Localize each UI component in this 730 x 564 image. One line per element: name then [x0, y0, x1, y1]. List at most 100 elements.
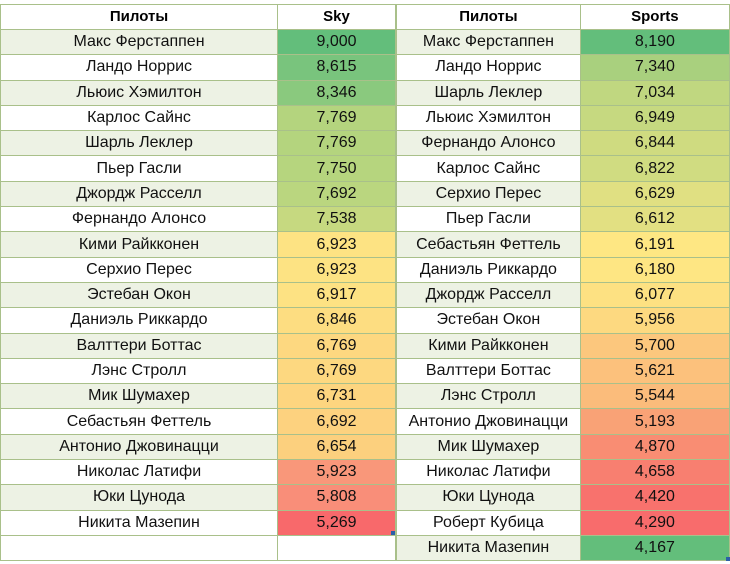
driver-name-cell[interactable]: Макс Ферстаппен — [396, 28, 581, 56]
driver-name-cell[interactable]: Себастьян Феттель — [0, 408, 278, 435]
driver-name-cell[interactable]: Кими Райкконен — [0, 231, 278, 258]
rating-value-cell[interactable]: 5,923 — [277, 459, 396, 486]
driver-name-cell[interactable]: Лэнс Стролл — [396, 383, 581, 410]
driver-name-cell[interactable]: Кими Райкконен — [396, 332, 581, 359]
empty-cell[interactable] — [0, 534, 278, 562]
table-row: Карлос Сайнс 6,822 — [396, 155, 730, 182]
rating-value-cell[interactable]: 6,692 — [277, 408, 396, 435]
driver-name-cell[interactable]: Роберт Кубица — [396, 509, 581, 536]
driver-name-cell[interactable]: Джордж Расселл — [396, 281, 581, 309]
driver-name-cell[interactable]: Ландо Норрис — [396, 54, 581, 81]
rating-value-cell[interactable]: 8,346 — [277, 79, 396, 106]
rating-value-cell[interactable]: 7,538 — [277, 206, 396, 233]
table-row: Юки Цунода 4,420 — [396, 484, 730, 511]
driver-name-cell[interactable]: Николас Латифи — [0, 459, 278, 486]
driver-name-cell[interactable]: Никита Мазепин — [396, 534, 581, 562]
rating-value-cell[interactable]: 4,167 — [579, 534, 730, 562]
table-row: Юки Цунода 5,808 — [0, 484, 396, 511]
cell-resize-handle[interactable] — [391, 531, 395, 535]
driver-name-cell[interactable]: Эстебан Окон — [396, 307, 581, 334]
rating-value-cell[interactable]: 6,180 — [579, 256, 730, 283]
table-row: Джордж Расселл 6,077 — [396, 281, 730, 309]
cell-resize-handle[interactable] — [726, 557, 730, 561]
rating-value-cell[interactable]: 6,949 — [579, 104, 730, 132]
driver-name-cell[interactable]: Макс Ферстаппен — [0, 28, 278, 56]
rating-value-cell[interactable]: 6,654 — [277, 433, 396, 461]
driver-name-cell[interactable]: Шарль Леклер — [0, 130, 278, 157]
rating-value-cell[interactable]: 5,808 — [277, 484, 396, 511]
rating-value-cell[interactable]: 6,923 — [277, 231, 396, 258]
driver-name-cell[interactable]: Николас Латифи — [396, 459, 581, 486]
rating-value-cell[interactable]: 6,822 — [579, 155, 730, 182]
table-row: Ландо Норрис 7,340 — [396, 54, 730, 81]
table-row: Валттери Боттас 6,769 — [0, 332, 396, 359]
driver-name-cell[interactable]: Фернандо Алонсо — [396, 130, 581, 157]
rating-value-cell[interactable]: 5,956 — [579, 307, 730, 334]
rating-value-cell[interactable]: 7,340 — [579, 54, 730, 81]
rating-value-cell[interactable]: 6,191 — [579, 231, 730, 258]
driver-name-cell[interactable]: Антонио Джовинацци — [0, 433, 278, 461]
rating-value-cell[interactable]: 4,870 — [579, 433, 730, 461]
rating-value-cell[interactable]: 5,544 — [579, 383, 730, 410]
driver-name-cell[interactable]: Антонио Джовинацци — [396, 408, 581, 435]
table-row: Льюис Хэмилтон 6,949 — [396, 104, 730, 132]
rating-value-cell[interactable]: 9,000 — [277, 28, 396, 56]
rating-value-cell[interactable]: 6,917 — [277, 281, 396, 309]
rating-value-cell[interactable]: 7,769 — [277, 130, 396, 157]
driver-name-cell[interactable]: Льюис Хэмилтон — [396, 104, 581, 132]
driver-name-cell[interactable]: Валттери Боттас — [396, 357, 581, 385]
driver-name-cell[interactable]: Джордж Расселл — [0, 180, 278, 208]
driver-name-cell[interactable]: Никита Мазепин — [0, 509, 278, 536]
rating-value-cell[interactable]: 6,844 — [579, 130, 730, 157]
rating-value-cell[interactable]: 8,615 — [277, 54, 396, 81]
column-header-sports[interactable]: Sports — [579, 4, 730, 30]
rating-value-cell[interactable]: 7,692 — [277, 180, 396, 208]
rating-value-cell[interactable]: 6,769 — [277, 332, 396, 359]
rating-value-cell[interactable]: 6,731 — [277, 383, 396, 410]
table-row: Никита Мазепин 4,167 — [396, 534, 730, 562]
rating-value-cell[interactable]: 6,769 — [277, 357, 396, 385]
rating-value-cell[interactable]: 4,420 — [579, 484, 730, 511]
driver-name-cell[interactable]: Валттери Боттас — [0, 332, 278, 359]
driver-name-cell[interactable]: Льюис Хэмилтон — [0, 79, 278, 106]
rating-value-cell[interactable]: 5,621 — [579, 357, 730, 385]
column-header-sky[interactable]: Sky — [277, 4, 396, 30]
driver-name-cell[interactable]: Мик Шумахер — [396, 433, 581, 461]
rating-value-cell[interactable]: 8,190 — [579, 28, 730, 56]
driver-name-cell[interactable]: Карлос Сайнс — [0, 104, 278, 132]
rating-value-cell[interactable]: 5,193 — [579, 408, 730, 435]
driver-name-cell[interactable]: Ландо Норрис — [0, 54, 278, 81]
rating-value-cell[interactable]: 7,750 — [277, 155, 396, 182]
column-header-drivers[interactable]: Пилоты — [0, 4, 278, 30]
driver-name-cell[interactable]: Фернандо Алонсо — [0, 206, 278, 233]
driver-name-cell[interactable]: Даниэль Риккардо — [396, 256, 581, 283]
driver-name-cell[interactable]: Серхио Перес — [396, 180, 581, 208]
rating-value-cell[interactable]: 6,846 — [277, 307, 396, 334]
rating-value-cell[interactable]: 5,269 — [277, 509, 396, 536]
driver-name-cell[interactable]: Лэнс Стролл — [0, 357, 278, 385]
table-row — [0, 534, 396, 562]
rating-value-cell[interactable]: 7,034 — [579, 79, 730, 106]
driver-name-cell[interactable]: Эстебан Окон — [0, 281, 278, 309]
rating-value-cell[interactable]: 6,077 — [579, 281, 730, 309]
driver-name-cell[interactable]: Юки Цунода — [396, 484, 581, 511]
rating-value-cell[interactable]: 6,923 — [277, 256, 396, 283]
driver-name-cell[interactable]: Карлос Сайнс — [396, 155, 581, 182]
driver-name-cell[interactable]: Шарль Леклер — [396, 79, 581, 106]
empty-cell[interactable] — [277, 534, 396, 562]
rating-value-cell[interactable]: 4,658 — [579, 459, 730, 486]
rating-value-cell[interactable]: 6,629 — [579, 180, 730, 208]
driver-name-cell[interactable]: Серхио Перес — [0, 256, 278, 283]
rating-value-cell[interactable]: 7,769 — [277, 104, 396, 132]
column-header-drivers[interactable]: Пилоты — [396, 4, 581, 30]
sports-table-body: Макс Ферстаппен 8,190 Ландо Норрис 7,340 Шар… — [396, 28, 730, 562]
driver-name-cell[interactable]: Себастьян Феттель — [396, 231, 581, 258]
driver-name-cell[interactable]: Мик Шумахер — [0, 383, 278, 410]
driver-name-cell[interactable]: Пьер Гасли — [0, 155, 278, 182]
driver-name-cell[interactable]: Юки Цунода — [0, 484, 278, 511]
rating-value-cell[interactable]: 5,700 — [579, 332, 730, 359]
rating-value-cell[interactable]: 6,612 — [579, 206, 730, 233]
driver-name-cell[interactable]: Пьер Гасли — [396, 206, 581, 233]
driver-name-cell[interactable]: Даниэль Риккардо — [0, 307, 278, 334]
rating-value-cell[interactable]: 4,290 — [579, 509, 730, 536]
